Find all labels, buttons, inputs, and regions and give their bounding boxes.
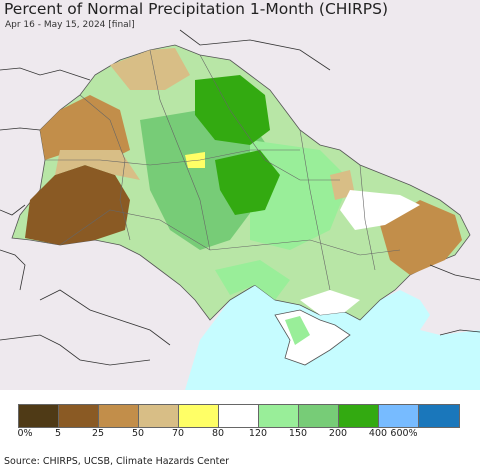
legend-swatch — [19, 405, 59, 427]
normal-area — [300, 290, 360, 315]
below-normal-north — [110, 48, 190, 90]
legend-swatch — [219, 405, 259, 427]
very-dry-area-west — [25, 165, 130, 245]
legend-swatch — [259, 405, 299, 427]
color-legend — [18, 404, 460, 428]
legend-swatch — [299, 405, 339, 427]
moist-area — [250, 140, 350, 250]
legend-swatch — [379, 405, 419, 427]
legend-swatch — [139, 405, 179, 427]
country-borders — [0, 29, 480, 366]
legend-tick-label: 50 — [131, 428, 145, 439]
precipitation-map — [0, 0, 480, 390]
legend-swatch — [339, 405, 379, 427]
very-wet-area — [215, 150, 280, 215]
legend-tick-label: 400 — [368, 428, 388, 439]
legend-tick-label: 0% — [17, 428, 33, 439]
legend-tick-label: 600% — [390, 428, 418, 439]
crimea-moist — [285, 316, 310, 345]
dry-area-west — [40, 95, 130, 160]
legend-tick-label: 25 — [91, 428, 105, 439]
legend-swatch — [59, 405, 99, 427]
legend-swatch — [99, 405, 139, 427]
source-credit: Source: CHIRPS, UCSB, Climate Hazards Ce… — [4, 456, 230, 467]
legend-tick-label: 5 — [54, 428, 62, 439]
legend-tick-label: 200 — [328, 428, 348, 439]
map-subtitle: Apr 16 - May 15, 2024 [final] — [5, 20, 135, 30]
moist-area — [215, 260, 290, 300]
wet-area — [140, 110, 270, 250]
very-wet-area — [195, 75, 270, 145]
oblast-borders — [45, 49, 401, 291]
legend-tick-label: 70 — [171, 428, 185, 439]
legend-tick-label: 120 — [248, 428, 268, 439]
dry-area-east — [380, 200, 462, 275]
legend-swatch — [419, 405, 459, 427]
legend-tick-label: 150 — [288, 428, 308, 439]
below-normal-west — [55, 150, 140, 180]
normal-area — [340, 190, 420, 230]
map-title: Percent of Normal Precipitation 1-Month … — [4, 0, 388, 18]
slightly-dry-area — [185, 152, 205, 168]
legend-tick-label: 80 — [211, 428, 225, 439]
legend-swatch — [179, 405, 219, 427]
